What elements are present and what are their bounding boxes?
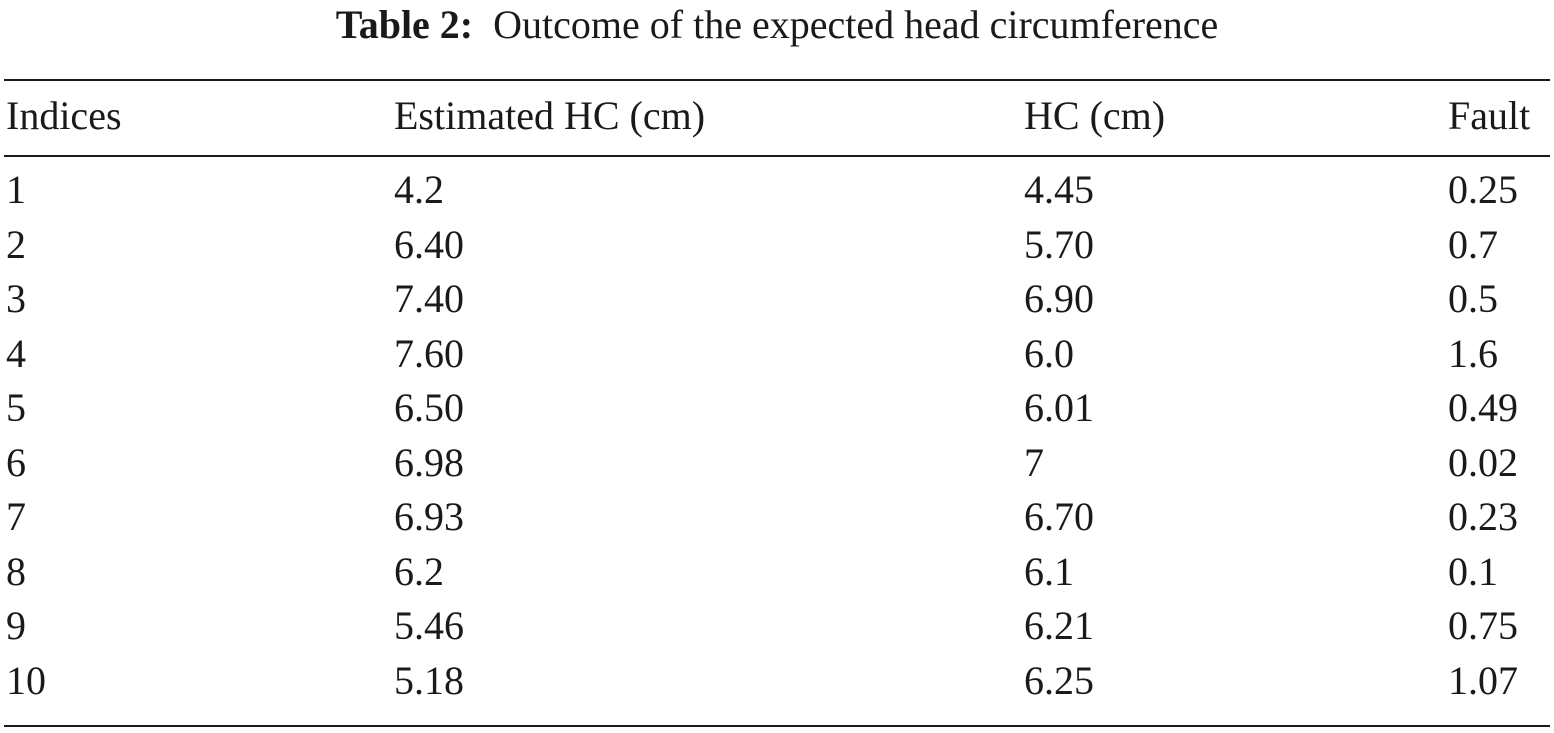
cell-estimated-hc: 7.40 bbox=[394, 276, 464, 321]
cell-estimated-hc: 6.40 bbox=[394, 221, 464, 267]
table-row: 2 6.40 5.70 0.7 bbox=[0, 218, 1554, 272]
table-caption: Table 2: Outcome of the expected head ci… bbox=[0, 0, 1554, 50]
table-row: 10 5.18 6.25 1.07 bbox=[0, 654, 1554, 708]
cell-fault: 0.1 bbox=[1448, 548, 1498, 594]
table-row: 8 6.2 6.1 0.1 bbox=[0, 545, 1554, 599]
cell-index: 3 bbox=[6, 276, 26, 321]
table-header-row: Indices Estimated HC (cm) HC (cm) Fault bbox=[0, 88, 1554, 144]
cell-fault: 1.07 bbox=[1448, 657, 1518, 703]
cell-estimated-hc: 7.60 bbox=[394, 330, 464, 376]
column-header-hc: HC (cm) bbox=[1024, 93, 1166, 138]
cell-fault: 0.25 bbox=[1448, 167, 1518, 212]
cell-index: 7 bbox=[6, 494, 26, 539]
table-row: 7 6.93 6.70 0.23 bbox=[0, 490, 1554, 544]
cell-estimated-hc: 6.2 bbox=[394, 548, 444, 594]
table-bottom-rule bbox=[4, 725, 1550, 727]
cell-estimated-hc: 5.18 bbox=[394, 657, 464, 703]
cell-fault: 0.49 bbox=[1448, 385, 1518, 430]
cell-index: 5 bbox=[6, 385, 26, 430]
cell-hc: 6.21 bbox=[1024, 603, 1094, 648]
table-caption-text: Outcome of the expected head circumferen… bbox=[493, 2, 1219, 47]
cell-index: 8 bbox=[6, 548, 26, 594]
cell-estimated-hc: 6.93 bbox=[394, 494, 464, 539]
table-row: 4 7.60 6.0 1.6 bbox=[0, 327, 1554, 381]
cell-hc: 4.45 bbox=[1024, 167, 1094, 212]
cell-index: 6 bbox=[6, 439, 26, 485]
cell-estimated-hc: 5.46 bbox=[394, 603, 464, 648]
cell-fault: 1.6 bbox=[1448, 330, 1498, 376]
cell-estimated-hc: 6.98 bbox=[394, 439, 464, 485]
cell-hc: 6.90 bbox=[1024, 276, 1094, 321]
cell-index: 1 bbox=[6, 167, 26, 212]
cell-fault: 0.5 bbox=[1448, 276, 1498, 321]
cell-hc: 6.25 bbox=[1024, 657, 1094, 703]
cell-index: 2 bbox=[6, 221, 26, 267]
column-header-fault: Fault bbox=[1448, 93, 1531, 138]
table-caption-label: Table 2: bbox=[335, 2, 474, 47]
table-row: 3 7.40 6.90 0.5 bbox=[0, 272, 1554, 326]
cell-estimated-hc: 6.50 bbox=[394, 385, 464, 430]
cell-fault: 0.23 bbox=[1448, 494, 1518, 539]
cell-hc: 6.0 bbox=[1024, 330, 1074, 376]
column-header-indices: Indices bbox=[6, 93, 122, 138]
cell-hc: 6.1 bbox=[1024, 548, 1074, 594]
table-top-rule bbox=[4, 79, 1550, 81]
cell-fault: 0.75 bbox=[1448, 603, 1518, 648]
cell-hc: 6.70 bbox=[1024, 494, 1094, 539]
cell-index: 4 bbox=[6, 330, 26, 376]
cell-fault: 0.7 bbox=[1448, 221, 1498, 267]
cell-index: 9 bbox=[6, 603, 26, 648]
table-row: 9 5.46 6.21 0.75 bbox=[0, 599, 1554, 653]
column-header-estimated-hc: Estimated HC (cm) bbox=[394, 93, 706, 138]
table-row: 6 6.98 7 0.02 bbox=[0, 436, 1554, 490]
cell-fault: 0.02 bbox=[1448, 439, 1518, 485]
cell-hc: 7 bbox=[1024, 439, 1044, 485]
table-row: 5 6.50 6.01 0.49 bbox=[0, 381, 1554, 435]
cell-estimated-hc: 4.2 bbox=[394, 167, 444, 212]
cell-hc: 6.01 bbox=[1024, 385, 1094, 430]
cell-hc: 5.70 bbox=[1024, 221, 1094, 267]
cell-index: 10 bbox=[6, 657, 46, 703]
table-row: 1 4.2 4.45 0.25 bbox=[0, 163, 1554, 217]
table-header-rule bbox=[4, 155, 1550, 157]
